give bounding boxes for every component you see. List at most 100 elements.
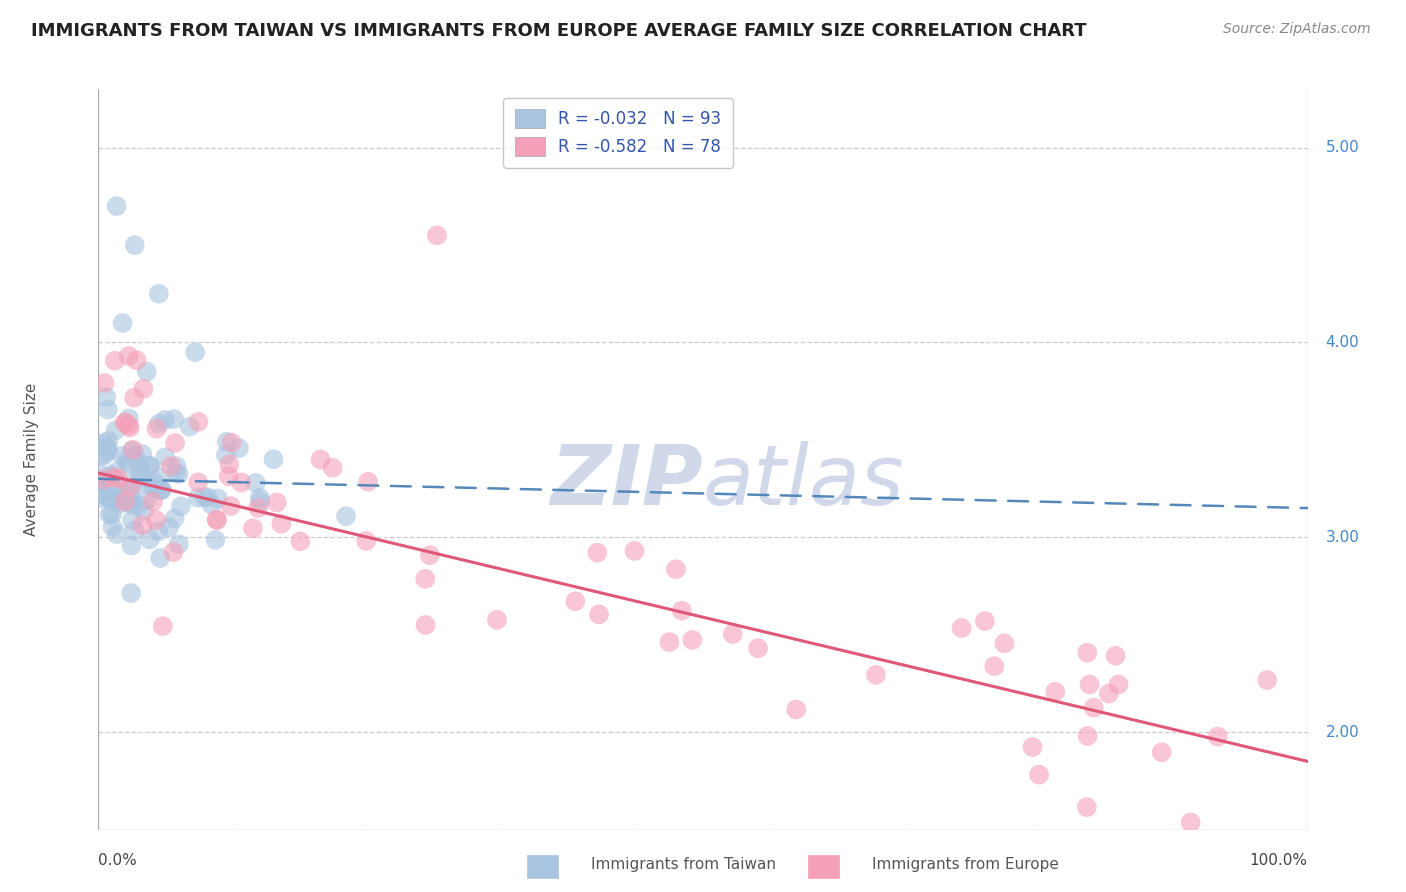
Point: [219, 499, 242, 513]
Point: [163, 511, 186, 525]
Point: [138, 533, 160, 547]
Point: [184, 345, 207, 359]
Point: [120, 586, 142, 600]
Point: [165, 466, 187, 480]
Text: Source: ZipAtlas.com: Source: ZipAtlas.com: [1223, 22, 1371, 37]
Point: [100, 493, 122, 508]
Point: [101, 494, 124, 508]
Point: [152, 619, 174, 633]
Point: [249, 491, 271, 505]
Point: [1083, 700, 1105, 714]
Point: [865, 668, 887, 682]
Point: [165, 459, 187, 474]
Point: [245, 475, 267, 490]
Point: [148, 286, 170, 301]
Point: [96, 489, 118, 503]
Point: [205, 513, 228, 527]
Point: [97, 434, 120, 448]
Point: [108, 491, 131, 506]
Point: [170, 500, 193, 514]
Point: [249, 494, 271, 508]
Point: [94, 474, 117, 488]
Point: [150, 483, 173, 497]
Point: [681, 632, 703, 647]
Point: [160, 458, 183, 473]
Text: Immigrants from Europe: Immigrants from Europe: [872, 857, 1059, 872]
Point: [110, 489, 132, 503]
Point: [721, 627, 744, 641]
Point: [111, 316, 134, 330]
Point: [163, 412, 186, 426]
Point: [118, 411, 141, 425]
Point: [105, 465, 128, 479]
Point: [111, 449, 134, 463]
Point: [231, 475, 253, 490]
Point: [104, 423, 127, 437]
Point: [114, 416, 136, 430]
Point: [91, 436, 114, 450]
Point: [98, 508, 121, 522]
Point: [93, 376, 115, 390]
Point: [149, 551, 172, 566]
Point: [1104, 648, 1126, 663]
Point: [132, 382, 155, 396]
Text: Immigrants from Taiwan: Immigrants from Taiwan: [591, 857, 776, 872]
Point: [96, 390, 118, 404]
Point: [1256, 673, 1278, 687]
Point: [90, 467, 112, 482]
Text: 2.00: 2.00: [1326, 724, 1360, 739]
Point: [121, 513, 143, 527]
Point: [270, 516, 292, 531]
Point: [135, 365, 157, 379]
Point: [426, 228, 449, 243]
Point: [136, 477, 159, 491]
Point: [201, 498, 224, 512]
Point: [148, 524, 170, 539]
Text: ZIP: ZIP: [550, 441, 703, 522]
Point: [221, 435, 243, 450]
Point: [205, 513, 228, 527]
Point: [101, 520, 124, 534]
Point: [131, 467, 153, 482]
Point: [155, 450, 177, 465]
Point: [131, 518, 153, 533]
Point: [90, 491, 112, 505]
Point: [132, 504, 155, 518]
Point: [671, 604, 693, 618]
Point: [187, 491, 209, 505]
Point: [167, 467, 190, 481]
Point: [118, 418, 141, 433]
Point: [1076, 800, 1098, 814]
Point: [588, 607, 610, 622]
Point: [665, 562, 688, 576]
Point: [167, 537, 190, 551]
Point: [105, 527, 128, 541]
Point: [117, 457, 139, 471]
Point: [96, 441, 118, 455]
Point: [215, 434, 238, 449]
Point: [163, 436, 186, 450]
Point: [1045, 684, 1067, 698]
Point: [193, 491, 215, 505]
Point: [148, 417, 170, 431]
Point: [993, 636, 1015, 650]
Point: [153, 413, 176, 427]
Point: [120, 483, 142, 498]
Point: [145, 513, 167, 527]
Point: [145, 422, 167, 436]
Point: [157, 520, 180, 534]
Point: [974, 614, 997, 628]
Point: [149, 483, 172, 498]
Point: [120, 480, 142, 494]
Point: [110, 496, 132, 510]
Point: [747, 641, 769, 656]
Point: [354, 533, 377, 548]
Legend: R = -0.032   N = 93, R = -0.582   N = 78: R = -0.032 N = 93, R = -0.582 N = 78: [503, 97, 734, 168]
Point: [1021, 739, 1043, 754]
Point: [139, 459, 162, 474]
Point: [114, 416, 136, 430]
Point: [118, 349, 141, 363]
Point: [162, 545, 184, 559]
Point: [215, 448, 238, 462]
Point: [107, 476, 129, 491]
